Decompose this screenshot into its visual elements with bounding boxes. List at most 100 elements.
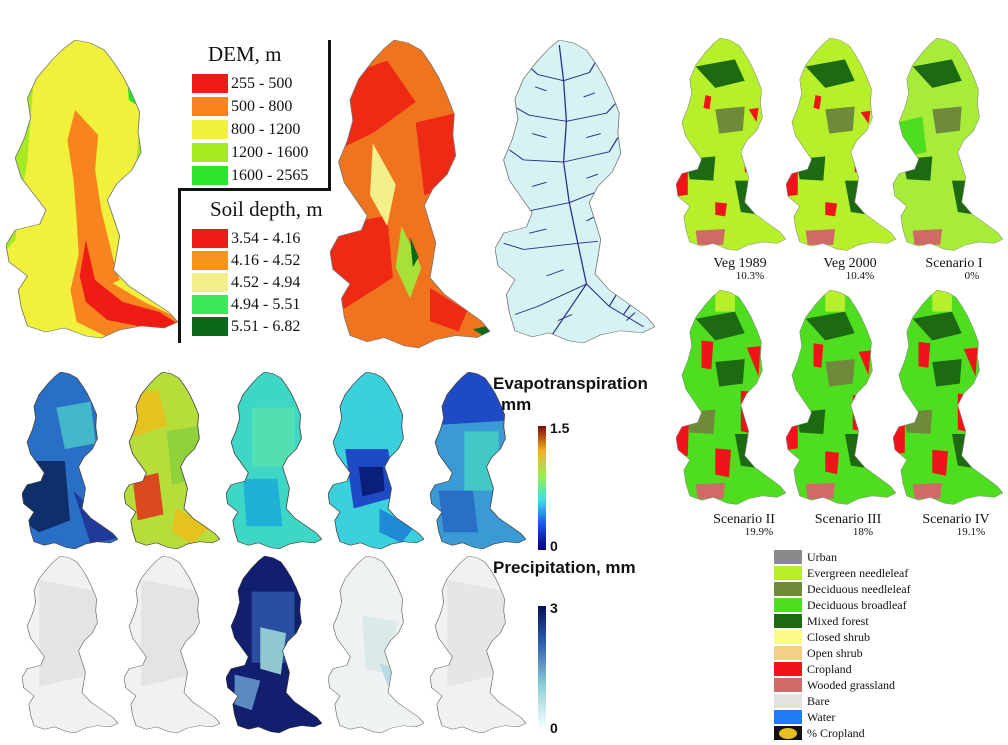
dem-swatch-1	[192, 97, 228, 116]
landcover-legend-label: Open shrub	[807, 645, 863, 660]
precip-map-2	[124, 556, 220, 734]
scenario-title: Scenario IV	[922, 512, 990, 527]
dem-legend-label: 800 - 1200	[231, 120, 301, 138]
landcover-swatch	[774, 598, 802, 612]
dem-swatch-0	[192, 74, 228, 93]
dem-legend: DEM, m 255 - 500 500 - 800 800 - 1200 12…	[192, 42, 332, 185]
soil-swatch-1	[192, 251, 228, 270]
legend-divider-vertical-bottom	[178, 188, 181, 343]
dem-legend-title: DEM, m	[208, 42, 282, 66]
landcover-legend-item: % Cropland	[774, 725, 865, 741]
landcover-legend-item: Deciduous broadleaf	[774, 597, 907, 613]
landcover-swatch	[774, 710, 802, 724]
scenario-percent: 0%	[964, 270, 980, 282]
landcover-legend-item: Wooded grassland	[774, 677, 895, 693]
et-map-2	[124, 372, 220, 550]
landcover-swatch	[774, 678, 802, 692]
landcover-legend-label: Evergreen needleleaf	[807, 565, 909, 580]
precip-scale-max: 3	[550, 600, 558, 616]
soil-legend-label: 5.51 - 6.82	[231, 317, 301, 335]
dem-legend-item: 1600 - 2565	[192, 164, 308, 187]
et-map-5	[430, 372, 526, 550]
landcover-legend-item: Urban	[774, 549, 837, 565]
scenario-percent: 18%	[852, 526, 874, 538]
landcover-map-scenario-ii	[676, 290, 786, 506]
landcover-legend-label: Closed shrub	[807, 629, 870, 644]
soil-legend-label: 4.94 - 5.51	[231, 295, 301, 313]
dem-swatch-4	[192, 166, 228, 185]
landcover-legend-label: Urban	[807, 549, 837, 564]
et-scale-unit: mm	[501, 395, 532, 414]
landcover-legend-item: Closed shrub	[774, 629, 870, 645]
soil-legend-item: 5.51 - 6.82	[192, 315, 300, 338]
landcover-map-veg-2000	[786, 38, 896, 252]
scenario-percent: 19.9%	[744, 526, 774, 538]
scenario-title: Scenario II	[713, 512, 775, 527]
landcover-swatch	[774, 582, 802, 596]
legend-divider-vertical-top	[328, 40, 331, 190]
scenario-caption: Scenario IV 19.1%	[906, 512, 1006, 538]
dem-legend-item: 255 - 500	[192, 72, 292, 95]
dem-legend-label: 255 - 500	[231, 74, 293, 92]
scenario-caption: Scenario III 18%	[798, 512, 898, 538]
et-colorbar	[538, 426, 546, 550]
dem-legend-item: 1200 - 1600	[192, 141, 308, 164]
landcover-map-scenario-iv	[893, 290, 1003, 506]
scenario-percent: 10.4%	[845, 270, 875, 282]
scenario-title: Veg 1989	[713, 256, 767, 271]
dem-legend-label: 500 - 800	[231, 97, 293, 115]
dem-swatch-2	[192, 120, 228, 139]
landcover-swatch	[774, 550, 802, 564]
landcover-swatch	[774, 566, 802, 580]
soil-legend-item: 4.52 - 4.94	[192, 271, 300, 294]
landcover-swatch	[774, 630, 802, 644]
soil-swatch-2	[192, 273, 228, 292]
landcover-legend-label: Bare	[807, 693, 830, 708]
soil-depth-map	[330, 40, 490, 349]
landcover-legend-label: Wooded grassland	[807, 677, 896, 692]
landcover-legend-item: Deciduous needleleaf	[774, 581, 911, 597]
landcover-map-scenario-iii	[786, 290, 896, 506]
precip-colorbar	[538, 606, 546, 730]
landcover-swatch	[774, 694, 802, 708]
landcover-legend-label: Deciduous broadleaf	[807, 597, 907, 612]
cropland-percent-icon	[774, 726, 802, 740]
soil-legend-item: 4.94 - 5.51	[192, 293, 300, 316]
scenario-caption: Veg 2000 10.4%	[800, 256, 900, 282]
landcover-legend-label: Water	[807, 709, 836, 724]
et-map-4	[328, 372, 424, 550]
landcover-legend-label: Cropland	[807, 661, 852, 676]
scenario-percent: 19.1%	[956, 526, 986, 538]
landcover-legend-label: Mixed forest	[807, 613, 869, 628]
landcover-legend-label: % Cropland	[807, 725, 865, 740]
soil-legend-item: 4.16 - 4.52	[192, 249, 300, 272]
soil-swatch-3	[192, 295, 228, 314]
landcover-map-veg-1989	[676, 38, 786, 252]
landcover-map-scenario-i	[893, 38, 1003, 252]
scenario-percent: 10.3%	[735, 270, 765, 282]
landcover-legend: Urban Evergreen needleleaf Deciduous nee…	[774, 549, 974, 741]
landcover-swatch	[774, 662, 802, 676]
dem-legend-item: 800 - 1200	[192, 118, 300, 141]
soil-swatch-4	[192, 317, 228, 336]
legend-divider-horizontal	[178, 188, 331, 191]
landcover-swatch	[774, 646, 802, 660]
dem-swatch-3	[192, 143, 228, 162]
precip-map-1	[22, 556, 118, 734]
precip-scale-title: Precipitation, mm	[493, 558, 636, 577]
et-map-3	[226, 372, 322, 550]
et-scale-title: Evapotranspiration	[493, 374, 648, 393]
landcover-legend-label: Deciduous needleleaf	[807, 581, 911, 596]
soil-legend-label: 3.54 - 4.16	[231, 229, 301, 247]
landcover-legend-item: Bare	[774, 693, 830, 709]
precip-map-3	[226, 556, 322, 734]
landcover-legend-item: Cropland	[774, 661, 852, 677]
scenario-caption: Scenario I 0%	[904, 256, 1004, 282]
precip-scale-min: 0	[550, 720, 558, 736]
dem-map	[6, 40, 178, 339]
soil-legend-title: Soil depth, m	[210, 197, 323, 221]
landcover-legend-item: Evergreen needleleaf	[774, 565, 908, 581]
dem-legend-label: 1600 - 2565	[231, 166, 309, 184]
dem-legend-item: 500 - 800	[192, 95, 292, 118]
landcover-legend-item: Water	[774, 709, 835, 725]
